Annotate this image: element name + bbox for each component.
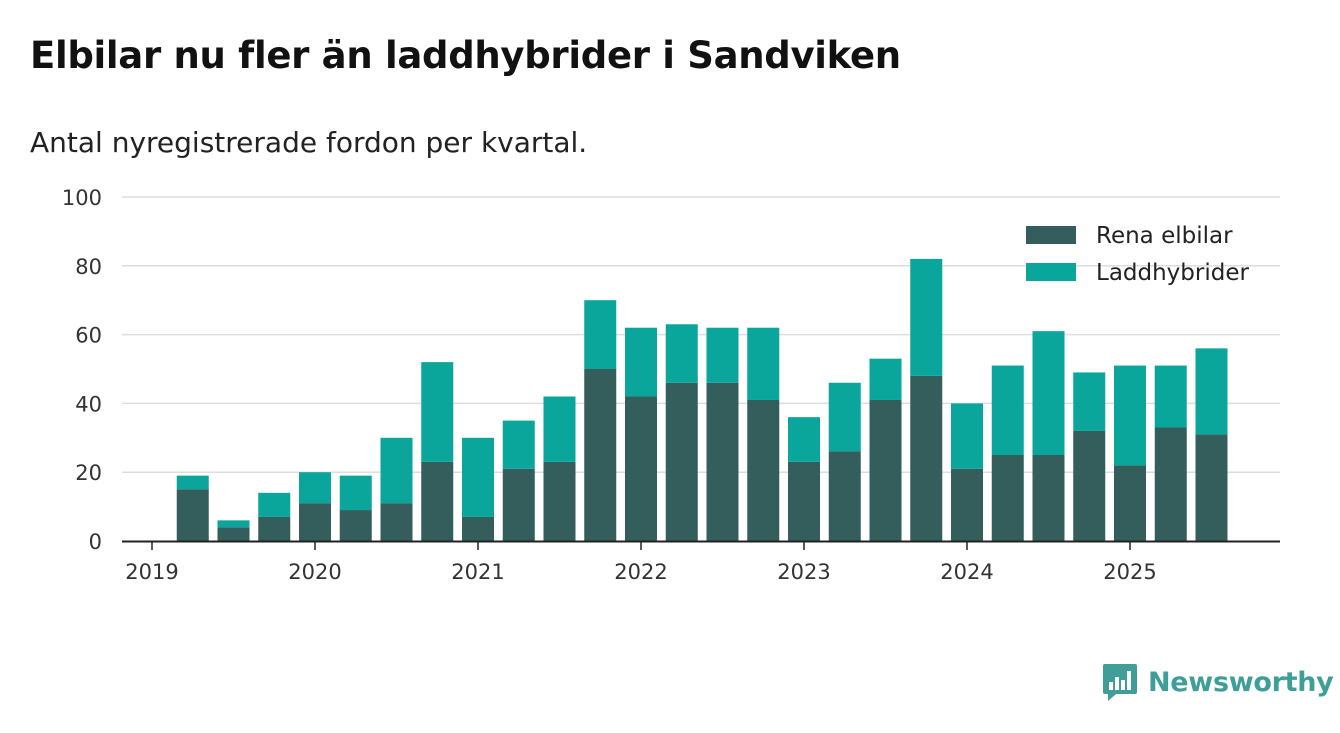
- bar-laddhybrider-2023-Q2: [828, 382, 861, 452]
- bar-laddhybrider-2025-Q2: [1154, 365, 1187, 428]
- y-axis-ticks: 0 20 40 60 80 100: [62, 186, 102, 554]
- bar-laddhybrider-2022-Q4: [747, 327, 780, 400]
- y-tick-label-80: 80: [75, 255, 102, 279]
- brand-name: Newsworthy: [1148, 666, 1334, 698]
- bar-laddhybrider-2023-Q1: [788, 417, 820, 462]
- legend-swatch-rena-elbilar: [1026, 226, 1076, 244]
- x-tick-label-2019: 2019: [125, 560, 178, 584]
- bar-laddhybrider-2025-Q3: [1195, 348, 1228, 435]
- x-tick-label-2024: 2024: [940, 560, 993, 584]
- bar-laddhybrider-2019-Q4: [258, 492, 291, 517]
- bar-chart-speech-icon: [1103, 664, 1137, 701]
- bar-rena-elbilar-2023-Q3: [869, 399, 902, 541]
- bar-rena-elbilar-2019-Q2: [176, 489, 209, 541]
- legend-swatch-laddhybrider: [1026, 263, 1076, 281]
- bar-rena-elbilar-2025-Q3: [1195, 434, 1228, 541]
- x-tick-label-2021: 2021: [451, 560, 504, 584]
- bar-rena-elbilar-2023-Q4: [910, 375, 943, 541]
- bar-laddhybrider-2022-Q1: [625, 327, 657, 397]
- bar-rena-elbilar-2020-Q1: [299, 503, 331, 541]
- bar-rena-elbilar-2022-Q2: [665, 382, 698, 541]
- bar-laddhybrider-2021-Q3: [543, 396, 576, 462]
- legend-label-rena-elbilar: Rena elbilar: [1096, 223, 1233, 249]
- bars: [176, 258, 1228, 541]
- bar-rena-elbilar-2020-Q3: [380, 503, 413, 541]
- bar-laddhybrider-2024-Q2: [991, 365, 1024, 455]
- y-tick-label-40: 40: [75, 392, 102, 416]
- legend: Rena elbilar Laddhybrider: [1026, 223, 1249, 286]
- bar-rena-elbilar-2021-Q2: [502, 468, 535, 541]
- bar-rena-elbilar-2022-Q4: [747, 399, 780, 541]
- bar-rena-elbilar-2025-Q2: [1154, 427, 1187, 541]
- bar-rena-elbilar-2024-Q1: [951, 468, 983, 541]
- bar-laddhybrider-2021-Q2: [502, 420, 535, 469]
- bar-rena-elbilar-2020-Q4: [421, 461, 454, 541]
- y-tick-label-100: 100: [62, 186, 102, 210]
- x-tick-label-2025: 2025: [1103, 560, 1156, 584]
- bar-laddhybrider-2020-Q4: [421, 362, 454, 462]
- newsworthy-logo: Newsworthy: [1102, 662, 1334, 702]
- bar-rena-elbilar-2021-Q3: [543, 461, 576, 541]
- bar-laddhybrider-2024-Q1: [951, 403, 983, 469]
- bar-rena-elbilar-2020-Q2: [339, 510, 372, 541]
- bar-laddhybrider-2019-Q3: [217, 520, 250, 528]
- bar-laddhybrider-2021-Q4: [584, 300, 617, 369]
- x-tick-label-2023: 2023: [777, 560, 830, 584]
- bar-laddhybrider-2022-Q3: [706, 327, 739, 383]
- bar-rena-elbilar-2024-Q4: [1073, 430, 1106, 541]
- bar-rena-elbilar-2019-Q3: [217, 527, 250, 541]
- bar-laddhybrider-2020-Q3: [380, 437, 413, 504]
- bar-laddhybrider-2024-Q4: [1073, 372, 1106, 431]
- y-tick-label-0: 0: [89, 530, 102, 554]
- bar-laddhybrider-2023-Q3: [869, 358, 902, 400]
- bar-rena-elbilar-2023-Q1: [788, 461, 820, 541]
- y-tick-label-20: 20: [75, 461, 102, 485]
- chart-title: Elbilar nu fler än laddhybrider i Sandvi…: [30, 34, 901, 77]
- x-tick-label-2022: 2022: [614, 560, 667, 584]
- x-axis-ticks: 2019 2020 2021 2022 2023 2024 2025: [125, 541, 1157, 584]
- bar-laddhybrider-2024-Q3: [1032, 331, 1065, 455]
- bar-rena-elbilar-2022-Q3: [706, 382, 739, 541]
- bar-rena-elbilar-2025-Q1: [1114, 465, 1146, 541]
- chart-subtitle: Antal nyregistrerade fordon per kvartal.: [30, 126, 588, 159]
- bar-laddhybrider-2020-Q1: [299, 472, 331, 504]
- bar-rena-elbilar-2021-Q1: [462, 516, 494, 541]
- bar-rena-elbilar-2021-Q4: [584, 369, 617, 541]
- bar-rena-elbilar-2024-Q2: [991, 455, 1024, 541]
- bar-rena-elbilar-2023-Q2: [828, 451, 861, 541]
- bar-laddhybrider-2025-Q1: [1114, 365, 1146, 466]
- x-tick-label-2020: 2020: [288, 560, 341, 584]
- bar-rena-elbilar-2024-Q3: [1032, 455, 1065, 541]
- bar-laddhybrider-2023-Q4: [910, 258, 943, 376]
- bar-laddhybrider-2019-Q2: [176, 475, 209, 490]
- bar-rena-elbilar-2022-Q1: [625, 396, 657, 541]
- bar-laddhybrider-2020-Q2: [339, 475, 372, 511]
- bar-laddhybrider-2022-Q2: [665, 324, 698, 383]
- bar-laddhybrider-2021-Q1: [462, 437, 494, 517]
- legend-label-laddhybrider: Laddhybrider: [1096, 260, 1249, 286]
- stacked-bar-chart: 0 20 40 60 80 100 2019 2020 2021 2022 2023 2024 202…: [62, 186, 1280, 584]
- y-tick-label-60: 60: [75, 324, 102, 348]
- bar-rena-elbilar-2019-Q4: [258, 516, 291, 541]
